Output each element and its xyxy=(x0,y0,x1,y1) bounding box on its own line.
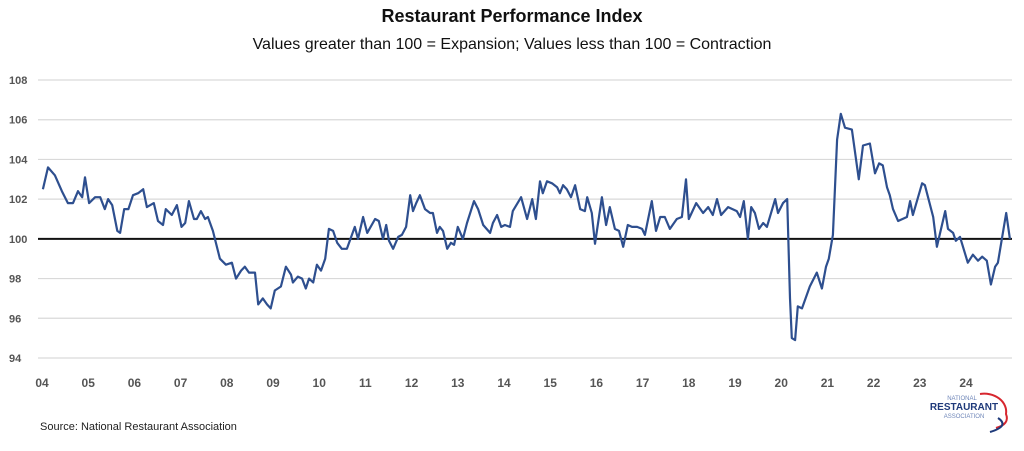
x-tick-label: 07 xyxy=(174,376,188,390)
x-tick-label: 21 xyxy=(821,376,835,390)
x-tick-label: 19 xyxy=(728,376,742,390)
x-tick-label: 11 xyxy=(359,376,372,390)
y-tick-label: 98 xyxy=(9,274,21,286)
x-tick-label: 23 xyxy=(913,376,927,390)
x-tick-label: 14 xyxy=(497,376,511,390)
x-tick-label: 13 xyxy=(451,376,465,390)
x-tick-label: 22 xyxy=(867,376,881,390)
y-tick-label: 108 xyxy=(9,75,27,87)
x-tick-label: 12 xyxy=(405,376,419,390)
x-tick-label: 18 xyxy=(682,376,696,390)
x-tick-label: 20 xyxy=(775,376,789,390)
x-tick-label: 10 xyxy=(313,376,327,390)
x-tick-label: 15 xyxy=(544,376,558,390)
x-tick-label: 24 xyxy=(959,376,973,390)
nra-logo: NATIONAL RESTAURANT ASSOCIATION xyxy=(930,392,1008,433)
svg-text:ASSOCIATION: ASSOCIATION xyxy=(944,414,985,420)
y-tick-label: 96 xyxy=(9,313,21,325)
source-note: Source: National Restaurant Association xyxy=(40,421,237,433)
x-tick-label: 05 xyxy=(82,376,96,390)
line-chart: 94 96 98 100 102 104 106 108 04 05 06 07 08 09 10 11 12… xyxy=(9,75,1012,390)
x-tick-label: 16 xyxy=(590,376,604,390)
x-tick-label: 08 xyxy=(220,376,234,390)
x-tick-label: 09 xyxy=(266,376,280,390)
series-line xyxy=(41,112,1011,342)
y-tick-label: 104 xyxy=(9,154,28,166)
x-tick-label: 04 xyxy=(35,376,49,390)
svg-text:RESTAURANT: RESTAURANT xyxy=(930,402,998,413)
y-tick-label: 94 xyxy=(9,353,22,365)
y-tick-label: 102 xyxy=(9,194,27,206)
chart-subtitle: Values greater than 100 = Expansion; Val… xyxy=(252,36,772,53)
y-tick-label: 100 xyxy=(9,234,27,246)
x-tick-label: 06 xyxy=(128,376,142,390)
svg-text:NATIONAL: NATIONAL xyxy=(947,396,977,402)
y-tick-label: 106 xyxy=(9,115,27,127)
chart-title: Restaurant Performance Index xyxy=(381,6,643,26)
x-tick-label: 17 xyxy=(636,376,650,390)
